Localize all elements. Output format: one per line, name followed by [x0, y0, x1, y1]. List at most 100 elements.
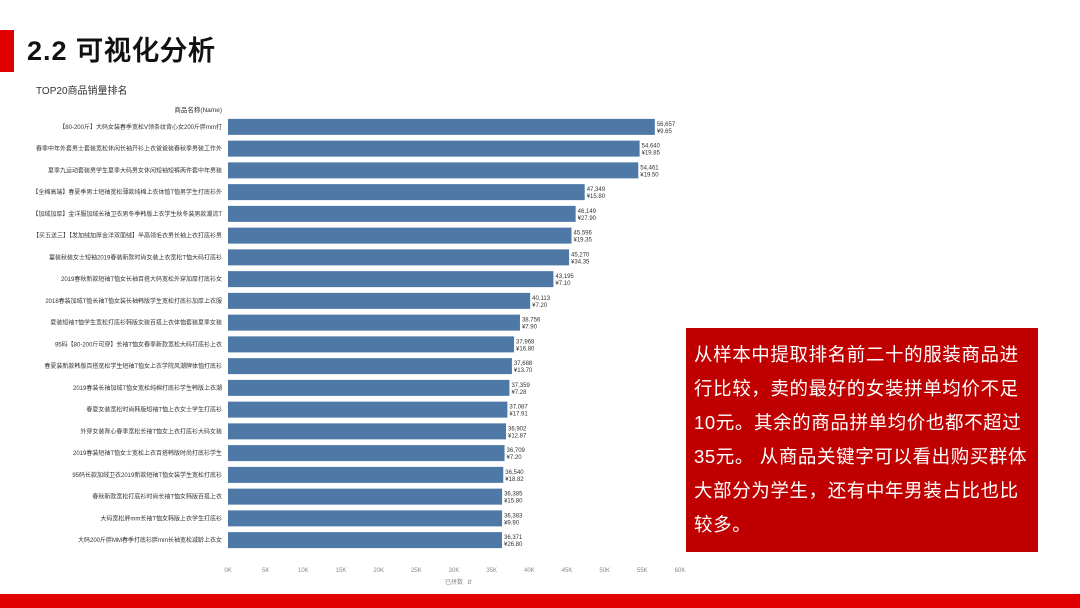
value-label: 36,371	[504, 535, 523, 541]
x-tick-label: 35K	[486, 568, 497, 574]
x-axis-title: 已拼数	[445, 578, 463, 586]
bar-row: 2019春装长袖加绒T恤女宽松纯棉打底衫学生韩版上衣潮 37,359¥7.28	[73, 379, 530, 396]
sort-icon[interactable]: ⇵	[467, 579, 472, 586]
bar[interactable]	[228, 336, 515, 353]
price-label: ¥19.50	[640, 172, 659, 178]
bar-row: 【80-200斤】大码女装春季宽松V领条纹背心女200斤胖mm打 56,657¥9…	[59, 118, 676, 135]
price-label: ¥27.90	[578, 216, 597, 222]
x-tick-label: 20K	[373, 568, 384, 574]
price-label: ¥7.90	[522, 325, 538, 331]
price-label: ¥7.28	[511, 390, 527, 396]
category-label: 2019春装短袖T恤女士宽松上衣百搭韩版时尚打底衫学生	[73, 449, 222, 457]
price-label: ¥34.35	[571, 259, 590, 265]
bar-row: 春夏装新款韩版百搭宽松学生短袖T恤女上衣学院风潮牌体恤打底衫 37,688¥13.…	[44, 358, 533, 375]
footer-divider	[0, 592, 1080, 594]
bar[interactable]	[228, 205, 576, 222]
category-axis-header: 商品名称(Name)	[174, 105, 222, 114]
bar-row: 2018春装加绒T恤长袖T恤女装长袖韩版学生宽松打底衫加厚上衣服 40,113¥7…	[45, 292, 551, 309]
bar[interactable]	[228, 314, 520, 331]
bars-group: 【80-200斤】大码女装春季宽松V领条纹背心女200斤胖mm打 56,657¥9…	[32, 118, 676, 549]
bar-row: 春秋新款宽松打底衫时尚长袖T恤女韩版百搭上衣 36,385¥15.80	[92, 488, 523, 505]
x-tick-label: 40K	[524, 568, 535, 574]
bar[interactable]	[228, 271, 554, 288]
x-tick-label: 25K	[411, 568, 422, 574]
price-label: ¥13.70	[514, 368, 533, 374]
bar-row: 【加绒加厚】金洋服加绒长袖卫衣男冬季韩版上衣学生秋冬装男款潮流T 46,149¥2…	[32, 205, 597, 222]
conclusion-callout: 从样本中提取排名前二十的服装商品进行比较，卖的最好的女装拼单均价不足10元。其余…	[686, 328, 1038, 552]
bar[interactable]	[228, 162, 639, 179]
category-label: 春秋新款宽松打底衫时尚长袖T恤女韩版百搭上衣	[92, 493, 222, 501]
x-tick-label: 45K	[562, 568, 573, 574]
bar-row: 2019春装短袖T恤女士宽松上衣百搭韩版时尚打底衫学生 36,709¥7.20	[73, 445, 526, 462]
price-label: ¥26.80	[504, 542, 523, 548]
bar[interactable]	[228, 249, 570, 266]
category-label: 春夏女装宽松时尚韩版短袖T恤上衣女士学生打底衫	[86, 406, 222, 414]
bar-row: 夏装短袖T恤学生宽松打底衫韩版女装百搭上衣体恤套装夏季女装 38,756¥7.90	[50, 314, 541, 331]
price-label: ¥7.20	[507, 455, 523, 461]
bar[interactable]	[228, 466, 504, 483]
price-label: ¥7.10	[555, 281, 571, 287]
bar-row: 大码200斤胖MM春季打底衫胖mm长袖宽松减龄上衣女 36,371¥26.80	[78, 532, 523, 549]
title-accent-bar	[0, 30, 14, 72]
bar[interactable]	[228, 510, 503, 527]
x-tick-label: 60K	[675, 568, 686, 574]
bar[interactable]	[228, 423, 506, 440]
category-label: 【全棉高端】春夏季男士短袖宽松薄款纯棉上衣体恤T恤男学生打底衫外	[32, 188, 222, 196]
x-tick-label: 50K	[599, 568, 610, 574]
price-label: ¥18.82	[505, 477, 524, 483]
category-label: 童装秋装女士短袖2019春装新款时尚女装上衣宽松T恤大码打底衫	[49, 253, 222, 261]
chart-title: TOP20商品销量排名	[36, 84, 128, 97]
value-label: 37,968	[516, 339, 535, 345]
x-tick-label: 10K	[298, 568, 309, 574]
value-label: 40,113	[532, 296, 551, 302]
category-label: 95码长款加绒卫衣2019新款短袖T恤女装学生宽松打底衫	[72, 471, 222, 479]
bar[interactable]	[228, 358, 512, 375]
price-label: ¥15.80	[587, 194, 606, 200]
value-label: 37,087	[509, 405, 528, 411]
price-label: ¥16.80	[516, 346, 535, 352]
category-label: 夏季九运动套装男学生夏季大码男女休闲短袖短裤两件套中年男装	[48, 166, 222, 174]
x-tick-label: 55K	[637, 568, 648, 574]
bar-row: 春季中年外套男士套装宽松休闲长袖开衫上衣爸爸装春秋季男装工作外 54,640¥19…	[36, 140, 661, 157]
bar[interactable]	[228, 532, 502, 549]
slide-title: 2.2 可视化分析	[27, 36, 217, 66]
value-label: 37,359	[511, 383, 530, 389]
bar-row: 2019春秋新款短袖T恤女长袖百搭大码宽松外穿加厚打底衫女 43,195¥7.10	[61, 271, 574, 288]
bar[interactable]	[228, 184, 585, 201]
price-label: ¥9.90	[504, 520, 520, 526]
bar-row: 【全棉高端】春夏季男士短袖宽松薄款纯棉上衣体恤T恤男学生打底衫外 47,349¥1…	[32, 184, 606, 201]
value-label: 47,349	[587, 187, 606, 193]
value-label: 45,270	[571, 252, 590, 258]
price-label: ¥9.65	[657, 129, 673, 135]
value-label: 46,149	[578, 209, 597, 215]
price-label: ¥19.35	[573, 238, 592, 244]
category-label: 【买五送三】【发加绒加厚金洋双面绒】半高领毛衣男长袖上衣打底衫男	[33, 232, 222, 240]
price-label: ¥7.20	[532, 303, 548, 309]
value-label: 36,709	[507, 448, 526, 454]
x-tick-label: 30K	[449, 568, 460, 574]
value-label: 43,195	[555, 274, 574, 280]
category-label: 春夏装新款韩版百搭宽松学生短袖T恤女上衣学院风潮牌体恤打底衫	[44, 362, 222, 370]
bar[interactable]	[228, 292, 531, 309]
bar-row: 【买五送三】【发加绒加厚金洋双面绒】半高领毛衣男长袖上衣打底衫男 45,596¥1…	[33, 227, 593, 244]
bar[interactable]	[228, 488, 503, 505]
value-label: 36,540	[505, 470, 524, 476]
bar[interactable]	[228, 140, 640, 157]
value-label: 38,756	[522, 318, 541, 324]
value-label: 56,657	[657, 122, 676, 128]
category-label: 夏装短袖T恤学生宽松打底衫韩版女装百搭上衣体恤套装夏季女装	[50, 319, 222, 327]
value-label: 37,688	[514, 361, 533, 367]
bar[interactable]	[228, 118, 655, 135]
value-label: 54,640	[642, 144, 661, 150]
bar[interactable]	[228, 401, 508, 418]
category-label: 2019春秋新款短袖T恤女长袖百搭大码宽松外穿加厚打底衫女	[61, 275, 222, 283]
bar-row: 外穿女装背心春季宽松长袖T恤女上衣打底衫大码女装 36,902¥12.87	[80, 423, 527, 440]
category-label: 外穿女装背心春季宽松长袖T恤女上衣打底衫大码女装	[80, 427, 222, 435]
value-label: 36,383	[504, 513, 523, 519]
bar-row: 童装秋装女士短袖2019春装新款时尚女装上衣宽松T恤大码打底衫 45,270¥34…	[49, 249, 590, 266]
bar[interactable]	[228, 379, 510, 396]
bar[interactable]	[228, 227, 572, 244]
price-label: ¥15.80	[504, 499, 523, 505]
bar[interactable]	[228, 445, 505, 462]
value-label: 36,902	[508, 426, 527, 432]
